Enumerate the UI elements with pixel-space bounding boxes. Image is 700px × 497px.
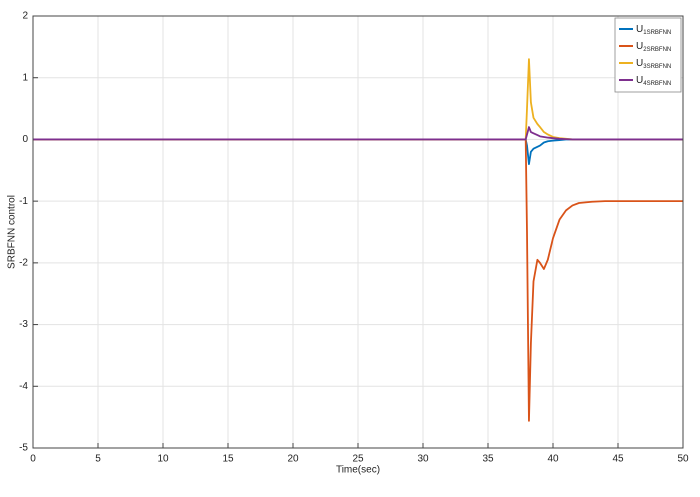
- y-tick-label: 0: [22, 134, 28, 145]
- legend-label: U1SRBFNN: [636, 24, 671, 36]
- y-tick-label: -1: [19, 196, 28, 207]
- x-tick-label: 40: [547, 454, 559, 465]
- x-tick-label: 10: [157, 454, 169, 465]
- y-tick-label: -3: [19, 319, 28, 330]
- legend-label: U2SRBFNN: [636, 41, 671, 53]
- y-axis-label: SRBFNN control: [7, 195, 18, 269]
- series-line: [33, 138, 683, 422]
- x-tick-label: 15: [222, 454, 234, 465]
- y-tick-label: -4: [19, 381, 28, 392]
- x-tick-label: 20: [287, 454, 299, 465]
- plot-frame: [32, 15, 684, 449]
- legend-label: U4SRBFNN: [636, 75, 671, 87]
- legend-label: U3SRBFNN: [636, 58, 671, 70]
- x-tick-label: 45: [612, 454, 624, 465]
- y-tick-label: 1: [22, 72, 28, 83]
- x-tick-label: 25: [352, 454, 364, 465]
- x-axis-label: Time(sec): [336, 465, 380, 476]
- y-tick-label: -5: [19, 443, 28, 454]
- x-tick-label: 0: [30, 454, 36, 465]
- series-line: [33, 126, 683, 141]
- x-tick-label: 5: [95, 454, 101, 465]
- y-tick-label: 2: [22, 11, 28, 22]
- x-tick-label: 35: [482, 454, 494, 465]
- x-tick-label: 50: [677, 454, 689, 465]
- x-tick-label: 30: [417, 454, 429, 465]
- y-tick-label: -2: [19, 257, 28, 268]
